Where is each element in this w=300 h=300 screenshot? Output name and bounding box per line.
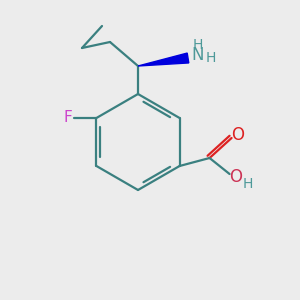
Text: O: O bbox=[229, 168, 242, 186]
Polygon shape bbox=[138, 53, 189, 66]
Text: N: N bbox=[192, 46, 204, 64]
Text: H: H bbox=[242, 177, 253, 191]
Text: O: O bbox=[231, 126, 244, 144]
Text: F: F bbox=[63, 110, 72, 125]
Text: H: H bbox=[193, 38, 203, 52]
Text: H: H bbox=[206, 51, 216, 65]
